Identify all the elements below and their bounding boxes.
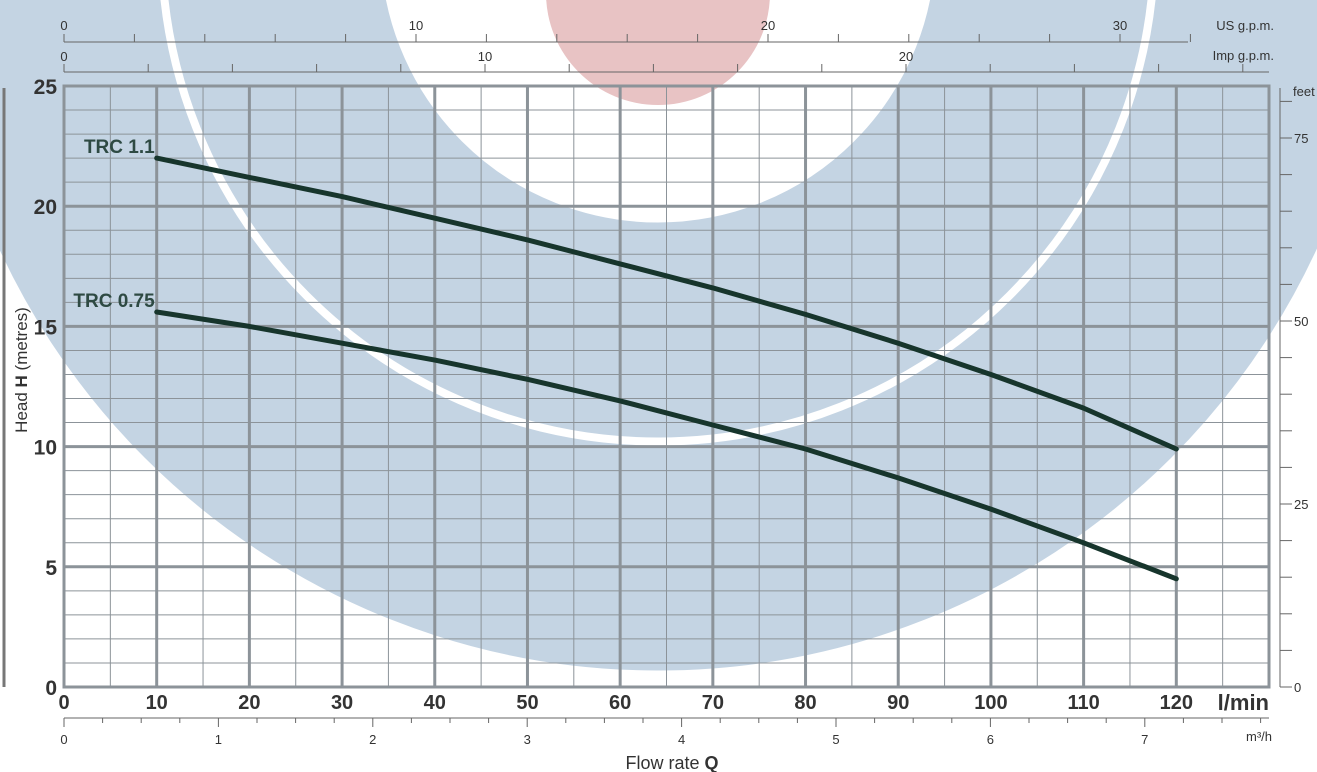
x-tick-label: 60 — [609, 692, 631, 714]
data-point — [1174, 577, 1178, 581]
data-point — [340, 195, 344, 199]
center-dot — [546, 0, 770, 105]
data-point — [618, 262, 622, 266]
m3h-tick-label: 3 — [524, 732, 531, 747]
us-gpm-tick-label: 30 — [1113, 18, 1127, 33]
data-point — [155, 156, 159, 160]
x-axis-title-bold: Q — [705, 753, 719, 772]
x-tick-label: 0 — [58, 692, 69, 714]
x-tick-label: 120 — [1160, 692, 1193, 714]
data-point — [525, 377, 529, 381]
y-tick-label: 25 — [34, 76, 58, 99]
data-point — [896, 476, 900, 480]
y-axis-title-unit: (metres) — [12, 307, 31, 375]
x-tick-label: 110 — [1067, 692, 1099, 714]
data-point — [618, 399, 622, 403]
m3h-tick-label: 6 — [987, 732, 994, 747]
y-tick-label: 0 — [45, 677, 57, 700]
m3h-tick-label: 5 — [832, 732, 839, 747]
x-tick-label: 70 — [702, 692, 724, 714]
imp-gpm-tick-label: 10 — [478, 49, 492, 64]
data-point — [711, 286, 715, 290]
series-label: TRC 0.75 — [73, 291, 155, 312]
x-tick-label: 80 — [794, 692, 816, 714]
x-tick-label: 20 — [238, 692, 260, 714]
series-label: TRC 1.1 — [84, 137, 155, 158]
y-axis-title-bold: H — [12, 375, 31, 387]
feet-tick-label: 75 — [1294, 131, 1308, 146]
data-point — [155, 310, 159, 314]
data-point — [340, 341, 344, 345]
m3h-tick-label: 1 — [215, 732, 222, 747]
feet-tick-label: 0 — [1294, 680, 1301, 695]
y-axis-title: Head H (metres) — [12, 307, 31, 433]
x-tick-label: 50 — [516, 692, 538, 714]
y-axis-title-text: Head — [12, 387, 31, 432]
background-rings — [45, 0, 1271, 558]
data-point — [989, 507, 993, 511]
data-point — [1082, 541, 1086, 545]
x-tick-label: 90 — [887, 692, 909, 714]
data-point — [804, 312, 808, 316]
us-gpm-tick-label: 10 — [409, 18, 423, 33]
imp-gpm-tick-label: 20 — [899, 49, 913, 64]
m3h-unit-label: m³/h — [1246, 729, 1272, 744]
x-axis-title-text: Flow rate — [625, 753, 704, 772]
us-gpm-tick-label: 20 — [761, 18, 775, 33]
x-unit-label: l/min — [1218, 690, 1269, 715]
data-point — [525, 238, 529, 242]
feet-unit-label: feet — [1293, 84, 1315, 99]
data-point — [247, 175, 251, 179]
feet-tick-label: 25 — [1294, 497, 1308, 512]
x-tick-label: 30 — [331, 692, 353, 714]
data-point — [433, 358, 437, 362]
imp-gpm-tick-label: 0 — [60, 49, 67, 64]
y-tick-label: 15 — [34, 316, 58, 339]
data-point — [804, 447, 808, 451]
imp-gpm-unit-label: Imp g.p.m. — [1213, 48, 1274, 63]
m3h-tick-label: 4 — [678, 732, 685, 747]
y-tick-label: 5 — [45, 557, 57, 580]
data-point — [433, 216, 437, 220]
us-gpm-unit-label: US g.p.m. — [1216, 18, 1274, 33]
x-tick-label: 100 — [974, 692, 1007, 714]
x-axis-title: Flow rate Q — [625, 753, 718, 772]
data-point — [711, 423, 715, 427]
data-point — [247, 324, 251, 328]
data-point — [896, 341, 900, 345]
x-tick-label: 40 — [424, 692, 446, 714]
m3h-tick-label: 2 — [369, 732, 376, 747]
y-tick-label: 10 — [34, 437, 57, 460]
data-point — [1082, 406, 1086, 410]
us-gpm-tick-label: 0 — [60, 18, 67, 33]
data-point — [1174, 447, 1178, 451]
m3h-tick-label: 7 — [1141, 732, 1148, 747]
feet-tick-label: 50 — [1294, 314, 1308, 329]
x-tick-label: 10 — [146, 692, 168, 714]
y-tick-label: 20 — [34, 196, 57, 219]
data-point — [989, 372, 993, 376]
m3h-tick-label: 0 — [60, 732, 67, 747]
